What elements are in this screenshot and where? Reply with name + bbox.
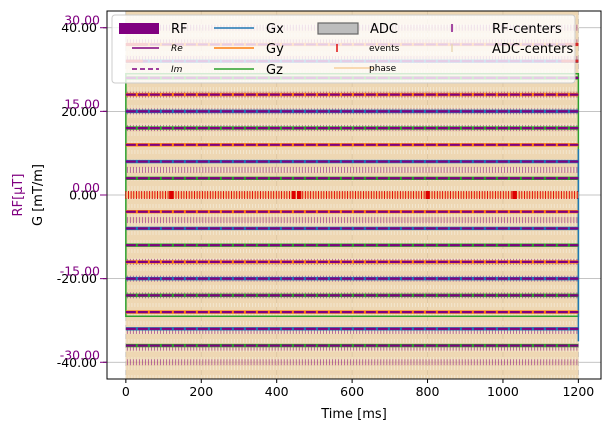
sequence-chart: 020040060080010001200 40.0020.000.00-20.… <box>0 0 611 432</box>
